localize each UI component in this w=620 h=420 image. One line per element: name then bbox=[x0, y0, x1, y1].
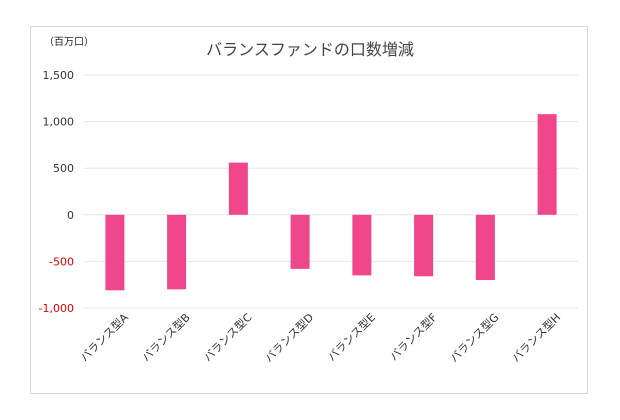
y-tick-label: -500 bbox=[49, 255, 74, 268]
bars bbox=[105, 114, 557, 291]
x-tick-label: バランス型E bbox=[324, 310, 378, 364]
y-tick-label: 500 bbox=[53, 162, 74, 175]
bar bbox=[414, 214, 434, 277]
y-tick-label: 0 bbox=[67, 209, 74, 222]
x-axis-ticks: バランス型A バランス型B バランス型C バランス型D バランス型E バランス型F バランス… bbox=[77, 310, 563, 365]
x-tick-label: バランス型A bbox=[77, 310, 131, 364]
y-tick-label: 1,500 bbox=[43, 69, 75, 82]
bar bbox=[290, 214, 310, 269]
bar bbox=[352, 214, 372, 276]
chart-frame bbox=[30, 26, 588, 394]
chart-title: バランスファンドの口数増減 bbox=[206, 40, 414, 59]
x-tick-label: バランス型F bbox=[387, 310, 440, 363]
y-axis-ticks: 1,500 1,000 500 0 -500 -1,000 bbox=[39, 69, 74, 315]
x-tick-label: バランス型G bbox=[447, 310, 502, 365]
x-tick-label: バランス型B bbox=[139, 310, 193, 364]
x-tick-label: バランス型C bbox=[200, 310, 254, 364]
bar bbox=[105, 214, 125, 291]
gridlines bbox=[84, 74, 578, 309]
y-tick-label: 1,000 bbox=[43, 116, 75, 129]
y-unit-label: （百万口） bbox=[44, 37, 94, 48]
y-tick-label: -1,000 bbox=[39, 302, 74, 315]
bar bbox=[228, 162, 248, 215]
x-tick-label: バランス型H bbox=[509, 310, 563, 364]
bar bbox=[167, 214, 187, 290]
bar bbox=[475, 214, 495, 281]
bar bbox=[537, 114, 557, 215]
x-tick-label: バランス型D bbox=[262, 310, 317, 365]
